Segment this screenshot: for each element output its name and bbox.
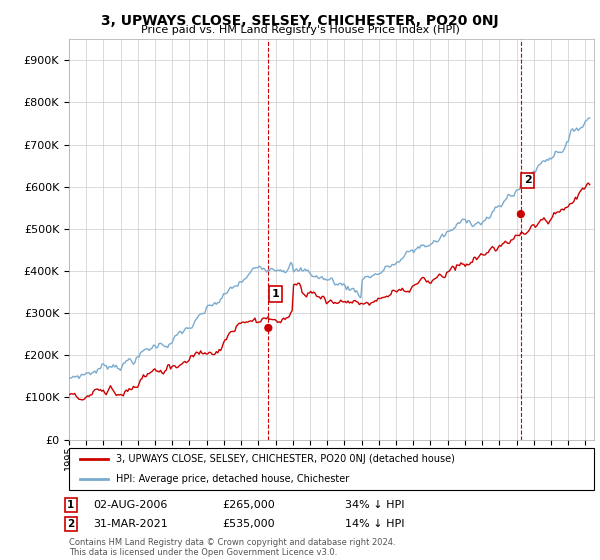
Point [263, 324, 273, 333]
Text: HPI: Average price, detached house, Chichester: HPI: Average price, detached house, Chic… [116, 474, 349, 484]
Text: 34% ↓ HPI: 34% ↓ HPI [345, 500, 404, 510]
Text: £265,000: £265,000 [222, 500, 275, 510]
Text: Price paid vs. HM Land Registry's House Price Index (HPI): Price paid vs. HM Land Registry's House … [140, 25, 460, 35]
Text: 1: 1 [271, 289, 279, 299]
Text: 14% ↓ HPI: 14% ↓ HPI [345, 519, 404, 529]
Text: 02-AUG-2006: 02-AUG-2006 [93, 500, 167, 510]
FancyBboxPatch shape [69, 448, 594, 490]
Text: 3, UPWAYS CLOSE, SELSEY, CHICHESTER, PO20 0NJ: 3, UPWAYS CLOSE, SELSEY, CHICHESTER, PO2… [101, 14, 499, 28]
Text: 1: 1 [67, 500, 74, 510]
Text: £535,000: £535,000 [222, 519, 275, 529]
Text: 2: 2 [524, 175, 532, 185]
Text: 31-MAR-2021: 31-MAR-2021 [93, 519, 168, 529]
Text: Contains HM Land Registry data © Crown copyright and database right 2024.
This d: Contains HM Land Registry data © Crown c… [69, 538, 395, 557]
Text: 2: 2 [67, 519, 74, 529]
Point [516, 209, 526, 218]
Text: 3, UPWAYS CLOSE, SELSEY, CHICHESTER, PO20 0NJ (detached house): 3, UPWAYS CLOSE, SELSEY, CHICHESTER, PO2… [116, 454, 455, 464]
